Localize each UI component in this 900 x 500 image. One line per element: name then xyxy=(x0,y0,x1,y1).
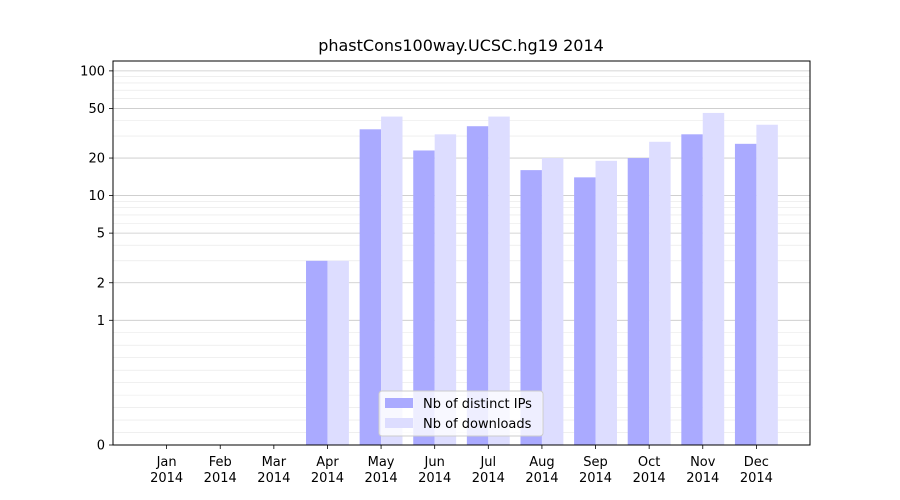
x-tick-label: Jan 2014 xyxy=(150,455,183,486)
legend-swatch xyxy=(385,398,413,408)
x-tick-label-year: 2014 xyxy=(740,471,773,486)
x-tick-label-year: 2014 xyxy=(525,471,558,486)
x-tick-label-year: 2014 xyxy=(150,471,183,486)
bar-distinct-ips xyxy=(306,260,328,445)
y-tick-label: 2 xyxy=(97,276,105,291)
bars xyxy=(306,112,778,446)
x-tick-label-year: 2014 xyxy=(579,471,612,486)
x-tick-label-month: Aug xyxy=(529,455,554,470)
x-tick-label: Mar 2014 xyxy=(257,455,290,486)
legend-label: Nb of downloads xyxy=(423,417,532,432)
x-tick-label-year: 2014 xyxy=(686,471,719,486)
legend-box xyxy=(378,390,544,437)
x-tick-label-year: 2014 xyxy=(257,471,290,486)
x-tick-label-year: 2014 xyxy=(204,471,237,486)
x-tick-label-month: Feb xyxy=(209,455,232,470)
x-tick-label-month: Dec xyxy=(744,455,769,470)
x-tick-label-year: 2014 xyxy=(365,471,398,486)
x-tick-label-year: 2014 xyxy=(418,471,451,486)
x-tick-label: Aug 2014 xyxy=(525,455,558,486)
x-tick-label: Jun 2014 xyxy=(418,455,451,486)
y-tick-label: 50 xyxy=(88,102,105,117)
x-tick-label-year: 2014 xyxy=(311,471,344,486)
chart-title: phastCons100way.UCSC.hg19 2014 xyxy=(318,36,604,55)
x-tick-label-month: May xyxy=(368,455,395,470)
bar-distinct-ips xyxy=(359,129,382,446)
y-tick-label: 1 xyxy=(97,314,105,329)
bar-distinct-ips xyxy=(734,143,757,446)
x-tick-label-year: 2014 xyxy=(472,471,505,486)
x-tick-label: Jul 2014 xyxy=(472,455,505,486)
x-tick-label-month: Jan xyxy=(156,455,177,470)
bar-downloads xyxy=(488,116,510,445)
x-tick-label: Sep 2014 xyxy=(579,455,612,486)
y-tick-label: 5 xyxy=(97,227,105,242)
bar-downloads xyxy=(381,116,403,445)
bar-distinct-ips xyxy=(681,134,703,445)
x-tick-label-month: Sep xyxy=(583,455,608,470)
bar-downloads xyxy=(541,158,564,445)
legend: Nb of distinct IPs Nb of downloads xyxy=(378,390,544,437)
x-tick-label-month: Apr xyxy=(316,455,339,470)
bar-downloads xyxy=(702,112,725,446)
x-tick-label-month: Nov xyxy=(690,455,716,470)
bar-downloads xyxy=(434,134,457,445)
x-tick-label: May 2014 xyxy=(365,455,398,486)
x-tick-label: Apr 2014 xyxy=(311,455,344,486)
bar-distinct-ips xyxy=(466,126,489,446)
y-tick-label: 100 xyxy=(80,64,105,79)
bar-downloads xyxy=(756,124,778,445)
y-tick-label: 10 xyxy=(88,189,105,204)
x-tick-label-month: Oct xyxy=(638,455,660,470)
bar-downloads xyxy=(649,141,671,445)
x-tick-label-month: Jul xyxy=(479,455,496,470)
bar-distinct-ips xyxy=(627,158,650,445)
x-tick-label: Feb 2014 xyxy=(204,455,237,486)
y-tick-label: 20 xyxy=(88,152,105,167)
bar-downloads xyxy=(595,160,617,445)
x-tick-label: Dec 2014 xyxy=(740,455,773,486)
y-tick-label: 0 xyxy=(97,439,105,454)
x-tick-label: Oct 2014 xyxy=(633,455,666,486)
axes-frame xyxy=(112,60,811,446)
x-tick-label-month: Jun xyxy=(424,455,445,470)
bar-distinct-ips xyxy=(574,177,596,445)
bar-distinct-ips xyxy=(520,170,542,445)
bar-distinct-ips xyxy=(413,150,435,445)
legend-label: Nb of distinct IPs xyxy=(423,397,532,412)
x-tick-label-month: Mar xyxy=(262,455,287,470)
legend-swatch xyxy=(385,418,413,428)
x-tick-label: Nov 2014 xyxy=(686,455,719,486)
x-tick-label-year: 2014 xyxy=(633,471,666,486)
bar-downloads xyxy=(327,260,349,445)
